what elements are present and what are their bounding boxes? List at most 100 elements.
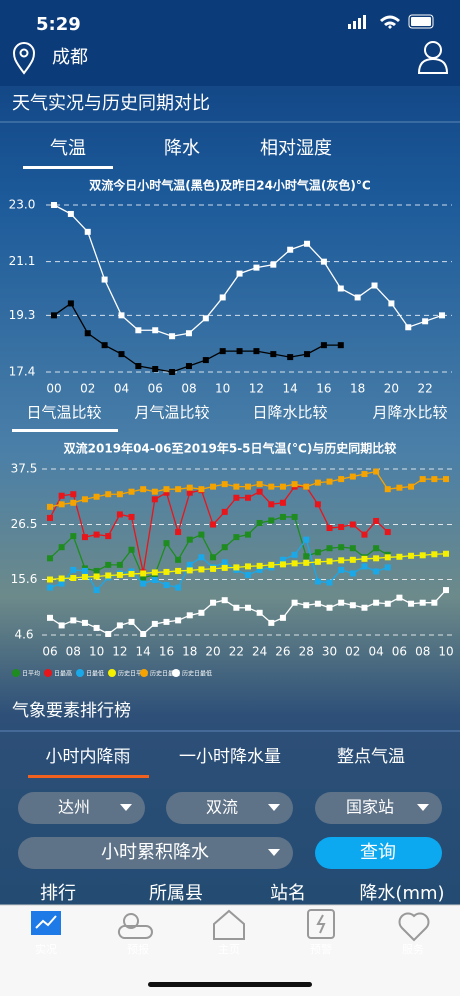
nav-label[interactable]: 服务 bbox=[402, 943, 424, 956]
data-point bbox=[116, 561, 123, 568]
nav-label[interactable]: 主页 bbox=[218, 943, 240, 956]
data-point bbox=[431, 476, 438, 483]
data-point bbox=[186, 561, 193, 568]
data-point bbox=[233, 483, 240, 490]
data-point bbox=[116, 491, 123, 498]
subtab[interactable]: 月降水比较 bbox=[372, 404, 447, 422]
location-icon[interactable] bbox=[12, 42, 36, 75]
data-point bbox=[245, 494, 251, 501]
data-point bbox=[303, 602, 310, 609]
data-point bbox=[291, 599, 298, 606]
data-point bbox=[245, 563, 251, 570]
data-point bbox=[198, 486, 205, 493]
x-tick-label: 02 bbox=[345, 645, 360, 659]
data-point bbox=[443, 587, 449, 594]
x-tick-label: 16 bbox=[159, 645, 174, 659]
data-point bbox=[93, 587, 100, 594]
dropdown[interactable] bbox=[18, 837, 293, 869]
data-point bbox=[268, 517, 275, 524]
dropdown[interactable] bbox=[18, 792, 145, 824]
legend-dot bbox=[108, 669, 116, 677]
data-point bbox=[314, 578, 321, 585]
data-point bbox=[361, 531, 368, 538]
data-point bbox=[304, 351, 311, 358]
data-point bbox=[338, 599, 345, 606]
home-indicator bbox=[148, 982, 312, 987]
data-point bbox=[304, 240, 311, 247]
profile-icon[interactable] bbox=[417, 41, 449, 74]
data-point bbox=[384, 600, 391, 607]
data-point bbox=[128, 513, 135, 520]
data-point bbox=[337, 342, 344, 349]
data-point bbox=[326, 558, 333, 565]
data-point bbox=[419, 476, 426, 483]
data-point bbox=[152, 366, 159, 373]
y-tick-label: 26.5 bbox=[11, 517, 38, 531]
data-point bbox=[373, 545, 380, 552]
tab[interactable]: 气温 bbox=[50, 138, 86, 159]
data-point bbox=[163, 486, 170, 493]
data-point bbox=[47, 576, 53, 583]
chart-title: 双流今日小时气温(黑色)及昨日24小时气温(灰色)°C bbox=[89, 178, 371, 193]
tab[interactable]: 一小时降水量 bbox=[179, 747, 281, 767]
data-point bbox=[47, 555, 53, 562]
data-point bbox=[326, 478, 333, 485]
data-point bbox=[337, 285, 344, 292]
legend-dot bbox=[140, 669, 148, 677]
nav-label[interactable]: 实况 bbox=[35, 942, 57, 956]
data-point bbox=[314, 479, 321, 486]
data-point bbox=[256, 609, 263, 616]
dropdown[interactable] bbox=[315, 792, 442, 824]
data-point bbox=[140, 630, 147, 637]
nav-label[interactable]: 预警 bbox=[310, 942, 332, 956]
dropdowns bbox=[18, 792, 442, 869]
tab[interactable]: 小时内降雨 bbox=[46, 747, 131, 767]
data-point bbox=[338, 566, 345, 573]
data-point bbox=[198, 531, 205, 538]
nav-bar bbox=[0, 905, 460, 996]
data-point bbox=[384, 529, 391, 536]
data-point bbox=[303, 483, 310, 490]
legend-label: 日最低 bbox=[86, 670, 104, 678]
data-point bbox=[163, 568, 170, 575]
data-point bbox=[338, 476, 345, 483]
dropdown-label: 小时累积降水 bbox=[101, 842, 209, 863]
tab[interactable]: 降水 bbox=[164, 138, 200, 159]
subtab[interactable]: 日气温比较 bbox=[26, 404, 101, 422]
data-point bbox=[84, 330, 91, 337]
data-point bbox=[210, 565, 217, 572]
nav-label[interactable]: 预报 bbox=[127, 942, 149, 956]
data-point bbox=[349, 521, 356, 528]
data-point bbox=[233, 604, 240, 611]
dropdown[interactable] bbox=[166, 792, 293, 824]
data-point bbox=[128, 618, 135, 625]
subtab[interactable]: 日降水比较 bbox=[252, 404, 327, 422]
data-point bbox=[338, 544, 345, 551]
legend-label: 历史日最高 bbox=[150, 670, 180, 678]
data-point bbox=[320, 258, 327, 265]
legend-dot bbox=[172, 669, 180, 677]
city[interactable]: 成都 bbox=[52, 47, 88, 68]
query-button[interactable] bbox=[315, 837, 442, 869]
data-point bbox=[326, 579, 333, 586]
data-point bbox=[431, 599, 438, 606]
data-point bbox=[210, 554, 217, 561]
x-tick-label: 08 bbox=[66, 645, 81, 659]
data-point bbox=[67, 210, 74, 217]
x-tick-label: 06 bbox=[148, 382, 163, 396]
legend-dot bbox=[76, 669, 84, 677]
data-point bbox=[253, 264, 260, 271]
data-point bbox=[221, 597, 228, 604]
data-point bbox=[151, 496, 158, 503]
data-point bbox=[51, 312, 57, 319]
data-point bbox=[105, 572, 112, 579]
data-point bbox=[439, 312, 445, 319]
x-tick-label: 00 bbox=[46, 382, 61, 396]
tab[interactable]: 整点气温 bbox=[337, 747, 405, 767]
legend-label: 日平均 bbox=[22, 670, 40, 678]
legend-label: 历史日平均 bbox=[118, 670, 148, 678]
subtab[interactable]: 月气温比较 bbox=[134, 404, 209, 422]
data-point bbox=[58, 501, 65, 508]
data-point bbox=[270, 351, 277, 358]
tab[interactable]: 相对湿度 bbox=[260, 138, 332, 159]
